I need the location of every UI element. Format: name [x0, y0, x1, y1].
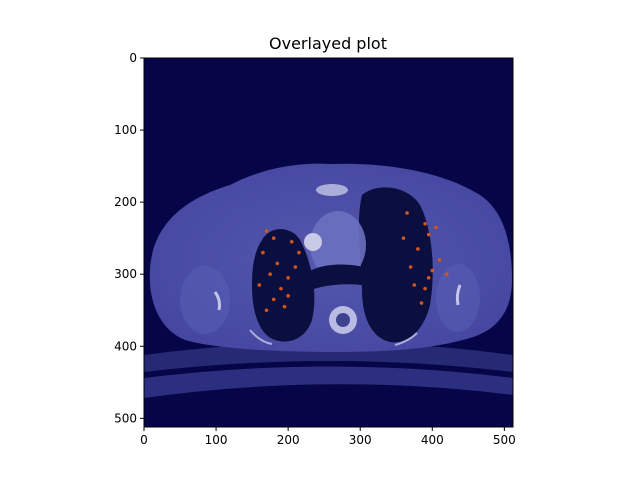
- sternum: [316, 184, 348, 196]
- lung-right-image: [358, 187, 433, 343]
- x-tick-label: 400: [421, 433, 444, 447]
- rib-left: [213, 291, 221, 311]
- y-tick-label: 200: [114, 195, 137, 209]
- highlight-point: [437, 257, 442, 262]
- rib-lower-right: [394, 332, 418, 346]
- airways: [305, 264, 385, 292]
- highlight-point: [261, 250, 265, 255]
- chart-title: Overlayed plot: [269, 34, 387, 53]
- highlight-point: [408, 265, 413, 269]
- highlight-point: [279, 286, 283, 291]
- y-tick-label: 0: [129, 51, 137, 65]
- highlight-point: [430, 268, 435, 273]
- axes-frame: [143, 57, 514, 428]
- y-tick-label: 300: [114, 267, 137, 281]
- ct-image: [144, 58, 513, 427]
- highlight-point: [264, 229, 269, 233]
- vessel: [304, 233, 322, 251]
- x-tick-label: 200: [277, 433, 300, 447]
- highlight-point: [434, 225, 438, 230]
- highlight-point: [423, 286, 427, 291]
- highlight-point: [401, 236, 406, 240]
- highlight-point: [257, 283, 262, 287]
- highlight-point: [271, 236, 276, 240]
- highlight-point: [289, 239, 294, 244]
- overlay-highlights: [257, 211, 449, 313]
- highlight-point: [293, 265, 298, 269]
- highlight-point: [264, 308, 269, 313]
- scanner-table: [144, 342, 513, 372]
- highlight-point: [286, 294, 290, 298]
- x-axis: 0 100 200 300 400 500: [140, 427, 516, 447]
- rib-right: [455, 284, 462, 306]
- highlight-point: [426, 232, 431, 237]
- vertebra-inner: [336, 313, 350, 327]
- highlight-point: [444, 272, 449, 277]
- highlight-point: [282, 304, 287, 309]
- highlight-point: [297, 250, 301, 255]
- highlight-point: [423, 221, 427, 226]
- heart-region: [310, 211, 366, 279]
- highlight-point: [271, 297, 276, 302]
- y-tick-label: 500: [114, 411, 137, 425]
- highlight-point: [412, 283, 417, 287]
- y-tick-label: 400: [114, 339, 137, 353]
- x-tick-label: 0: [140, 433, 148, 447]
- highlight-point: [405, 211, 409, 215]
- rib-lower-left: [249, 329, 273, 345]
- x-tick-label: 100: [205, 433, 228, 447]
- x-tick-label: 500: [493, 433, 516, 447]
- highlight-point: [419, 301, 424, 305]
- y-axis: 0 100 200 300 400 500: [114, 51, 144, 425]
- left-arm: [180, 266, 230, 334]
- lung-left-image: [252, 229, 315, 342]
- highlight-point: [426, 276, 431, 280]
- highlight-point: [275, 261, 280, 266]
- highlight-point: [286, 276, 290, 280]
- x-tick-label: 300: [349, 433, 372, 447]
- y-tick-label: 100: [114, 123, 137, 137]
- plot-area: [143, 57, 514, 428]
- highlight-point: [268, 272, 272, 277]
- scanner-table-lower: [144, 366, 513, 398]
- highlight-point: [416, 247, 420, 251]
